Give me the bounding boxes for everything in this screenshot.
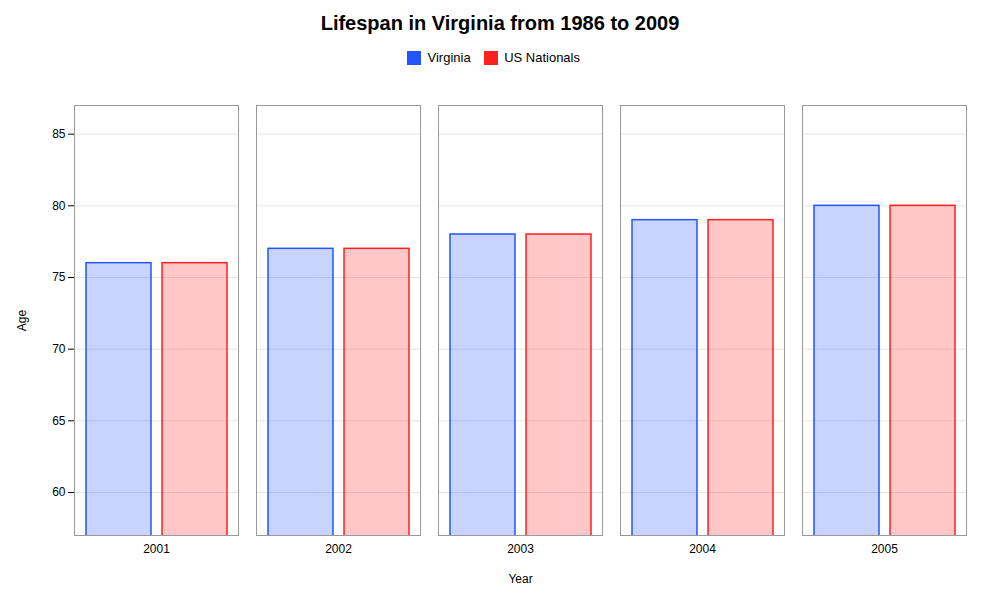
svg-text:80: 80 <box>52 198 66 212</box>
svg-text:60: 60 <box>52 485 66 499</box>
svg-text:65: 65 <box>52 413 66 427</box>
svg-text:Age: Age <box>15 309 29 331</box>
html-text:Lifespan in Virginia from 1986: Lifespan in Virginia from 1986 to 2009 <box>320 12 680 34</box>
svg-text:2001: 2001 <box>143 542 170 556</box>
html-text:Virginia: Virginia <box>427 50 471 65</box>
svg-text:85: 85 <box>52 127 66 141</box>
svg-text:Year: Year <box>508 571 532 585</box>
svg-text:2005: 2005 <box>871 542 898 556</box>
html-text:US Nationals: US Nationals <box>504 50 580 65</box>
svg-text:2003: 2003 <box>507 542 534 556</box>
svg-text:70: 70 <box>52 342 66 356</box>
svg-text:75: 75 <box>52 270 66 284</box>
svg-text:2004: 2004 <box>689 542 716 556</box>
svg-text:2002: 2002 <box>325 542 352 556</box>
